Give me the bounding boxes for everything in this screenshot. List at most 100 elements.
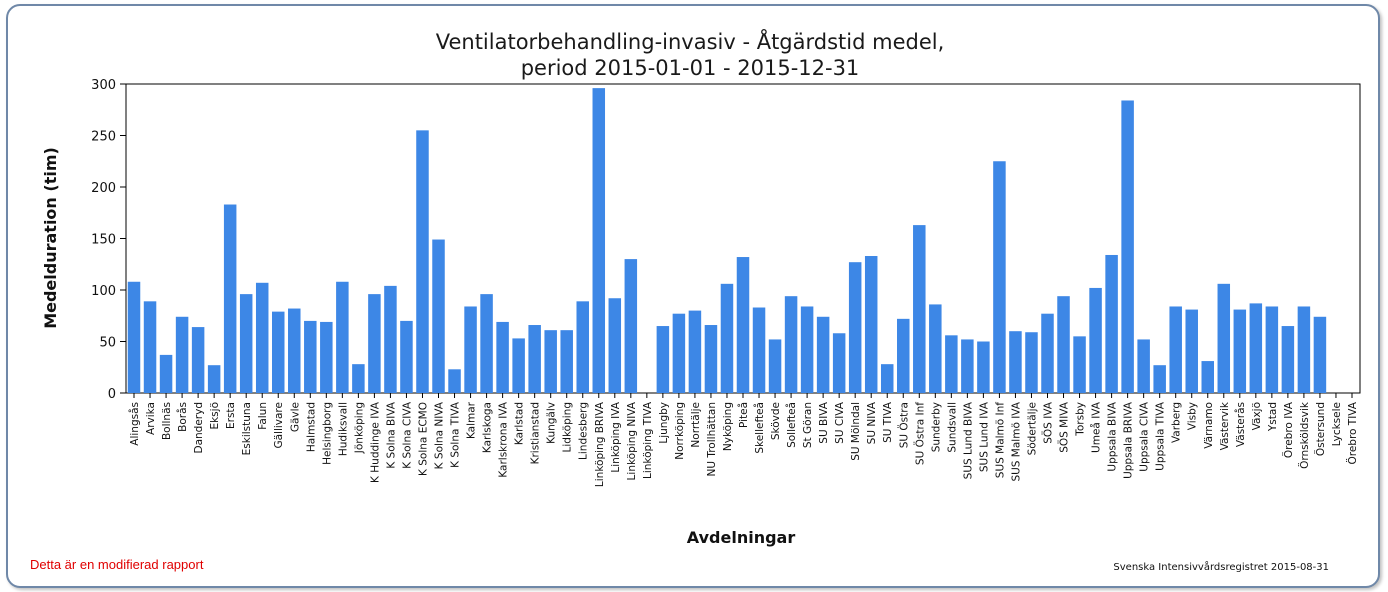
bar bbox=[784, 296, 798, 393]
x-category-label: Kristianstad bbox=[530, 402, 542, 464]
x-category-label: SU BIVA bbox=[818, 401, 830, 443]
x-category-label: Uppsala BIVA bbox=[1107, 401, 1119, 471]
x-category-label: Karlskoga bbox=[482, 402, 494, 453]
x-category-label: K Solna NIVA bbox=[434, 401, 446, 469]
chart-title-line2: period 2015-01-01 - 2015-12-31 bbox=[521, 56, 860, 80]
bar bbox=[624, 259, 638, 393]
x-category-label: Örebro TIVA bbox=[1346, 401, 1359, 464]
bar bbox=[320, 321, 333, 393]
bar bbox=[897, 318, 910, 393]
x-category-label: Nyköping bbox=[722, 402, 734, 451]
x-category-label: SU Mölndal bbox=[850, 402, 862, 461]
bar bbox=[336, 281, 349, 393]
x-category-label: Uppsala CIVA bbox=[1139, 401, 1151, 472]
bar bbox=[1105, 254, 1118, 393]
x-category-label: Linköping NIVA bbox=[626, 401, 638, 480]
bar bbox=[384, 285, 397, 393]
x-category-label: Uppsala BRIVA bbox=[1123, 401, 1135, 479]
bar bbox=[368, 294, 381, 393]
bar bbox=[223, 204, 237, 393]
y-tick-label: 250 bbox=[91, 130, 116, 145]
y-tick-label: 200 bbox=[91, 181, 116, 196]
x-category-label: Södertälje bbox=[1026, 402, 1038, 455]
x-category-label: Alingsås bbox=[128, 402, 141, 446]
x-category-label: Danderyd bbox=[193, 402, 205, 454]
bar bbox=[1041, 313, 1054, 393]
bar bbox=[272, 311, 285, 393]
x-category-label: Jönköping bbox=[353, 402, 365, 454]
x-category-label: Kungälv bbox=[546, 402, 558, 444]
bar bbox=[207, 365, 221, 393]
x-category-label: Bollnäs bbox=[161, 402, 173, 440]
x-category-label: Ljungby bbox=[658, 402, 670, 444]
x-category-label: Eskilstuna bbox=[241, 402, 253, 455]
y-tick-label: 50 bbox=[99, 336, 116, 351]
bar bbox=[945, 335, 958, 393]
bar bbox=[416, 130, 429, 393]
bar bbox=[512, 338, 525, 393]
bar bbox=[1137, 339, 1150, 393]
x-category-label: Lidköping bbox=[562, 402, 574, 452]
x-category-label: Gävle bbox=[289, 402, 301, 432]
x-category-label: Lindesberg bbox=[578, 402, 590, 460]
x-axis-categories: Alingsås Arvika Bollnäs Borås Danderyd Eksjö E… bbox=[128, 393, 1359, 487]
bar bbox=[191, 327, 205, 393]
x-category-label: SU NIVA bbox=[866, 401, 878, 444]
y-tick-label: 0 bbox=[108, 387, 116, 402]
bar bbox=[592, 88, 606, 394]
y-tick-label: 150 bbox=[91, 233, 116, 248]
x-category-label: K Solna ECMO bbox=[417, 402, 429, 476]
modified-report-note: Detta är en modifierad rapport bbox=[30, 557, 204, 572]
x-category-label: Borås bbox=[176, 402, 189, 432]
bar bbox=[1025, 332, 1038, 393]
bar bbox=[1185, 309, 1198, 393]
bar bbox=[560, 330, 573, 393]
registry-credit: Svenska Intensivvårdsregistret 2015-08-3… bbox=[1113, 560, 1329, 573]
bar bbox=[1153, 365, 1166, 393]
x-category-label: Västervik bbox=[1219, 401, 1231, 450]
bar bbox=[1009, 331, 1022, 393]
x-category-label: Linköping IVA bbox=[610, 401, 622, 472]
bar bbox=[1281, 326, 1295, 393]
bar bbox=[496, 321, 509, 393]
x-category-label: Skellefteå bbox=[753, 402, 766, 454]
x-category-label: K Solna BIVA bbox=[385, 401, 397, 468]
bar bbox=[464, 306, 477, 393]
bar bbox=[448, 369, 461, 393]
bar bbox=[1233, 309, 1247, 393]
bar bbox=[752, 307, 766, 393]
x-category-label: Halmstad bbox=[305, 402, 317, 452]
x-category-label: Eksjö bbox=[209, 402, 221, 430]
y-tick-label: 100 bbox=[91, 284, 116, 299]
x-category-label: K Solna CIVA bbox=[401, 401, 413, 469]
bar bbox=[1057, 296, 1070, 393]
bar bbox=[432, 239, 445, 393]
x-category-label: Växjö bbox=[1251, 402, 1263, 430]
x-category-label: SU TIVA bbox=[882, 401, 894, 443]
bar bbox=[1217, 283, 1231, 393]
bar bbox=[175, 316, 189, 393]
bar bbox=[704, 325, 718, 393]
bar bbox=[961, 339, 974, 393]
bar bbox=[800, 306, 814, 393]
bar bbox=[880, 364, 894, 393]
x-category-label: Helsingborg bbox=[321, 402, 333, 465]
bar bbox=[608, 298, 622, 393]
x-category-label: Karlstad bbox=[514, 402, 526, 445]
bar bbox=[1249, 303, 1263, 393]
x-category-label: Sollefteå bbox=[785, 402, 798, 448]
x-category-label: Örnsköldsvik bbox=[1298, 401, 1311, 469]
x-category-label: Gällivare bbox=[273, 402, 285, 449]
x-category-label: SU Östra Inf bbox=[913, 402, 926, 465]
bar bbox=[768, 339, 782, 393]
x-category-label: SUS Lund BIVA bbox=[962, 401, 974, 479]
x-category-label: SUS Lund IVA bbox=[978, 401, 990, 472]
x-category-label: Uppsala TIVA bbox=[1155, 401, 1167, 471]
x-category-label: Linköping BRIVA bbox=[594, 401, 606, 487]
bar bbox=[528, 325, 541, 393]
x-category-label: SÖS MIVA bbox=[1058, 401, 1071, 453]
bar bbox=[239, 294, 253, 393]
bar bbox=[848, 262, 862, 393]
y-axis-label: Medelduration (tim) bbox=[41, 147, 60, 329]
x-category-label: St Göran bbox=[802, 402, 814, 448]
